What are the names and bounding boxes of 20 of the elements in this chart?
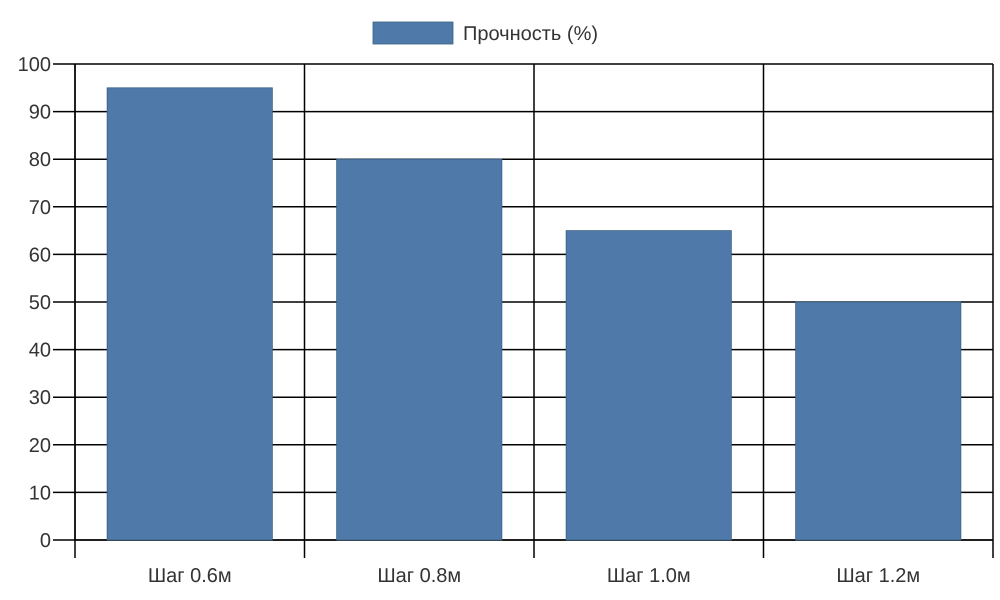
x-tick-label: Шаг 0.6м bbox=[148, 565, 232, 587]
legend-label: Прочность (%) bbox=[463, 23, 598, 45]
y-tick-label: 30 bbox=[28, 387, 51, 410]
y-tick-label: 80 bbox=[28, 149, 51, 172]
y-tick-label: 10 bbox=[28, 482, 51, 504]
y-tick-label: 100 bbox=[18, 54, 51, 76]
bar bbox=[336, 158, 502, 540]
bar bbox=[795, 302, 962, 540]
y-tick-label: 20 bbox=[28, 434, 51, 457]
bar bbox=[566, 230, 732, 540]
x-tick-label: Шаг 1.2м bbox=[836, 565, 920, 587]
x-tick-label: Шаг 0.8м bbox=[377, 565, 462, 587]
x-tick-label: Шаг 1.0м bbox=[606, 565, 691, 587]
bar bbox=[106, 87, 273, 540]
y-tick-label: 60 bbox=[28, 244, 51, 266]
y-tick-label: 50 bbox=[28, 292, 51, 314]
y-tick-label: 0 bbox=[40, 530, 51, 552]
y-tick-label: 90 bbox=[28, 102, 51, 124]
y-tick-label: 40 bbox=[28, 340, 51, 362]
y-tick-label: 70 bbox=[28, 196, 51, 219]
